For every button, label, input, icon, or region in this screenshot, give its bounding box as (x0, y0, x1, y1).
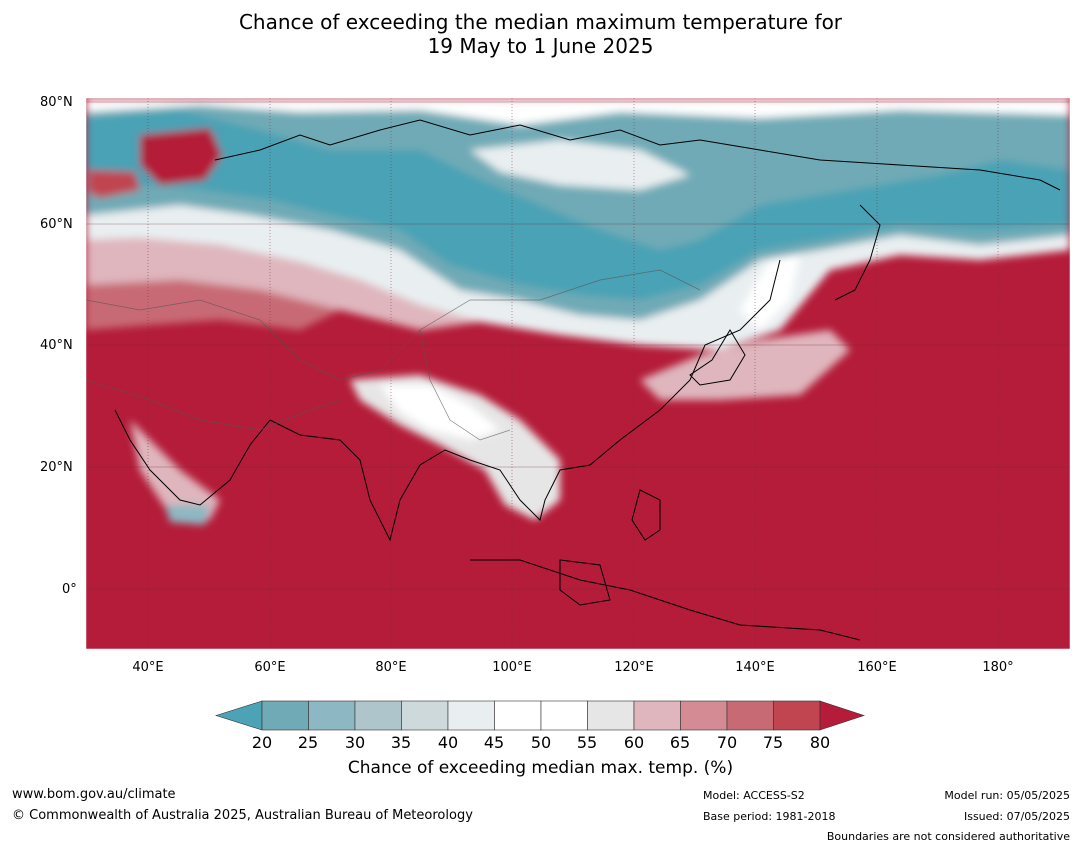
colorbar-segment (633, 700, 681, 731)
lon-label-180: 180° (982, 660, 1014, 675)
lat-label-60n: 60°N (40, 217, 73, 232)
colorbar-tick: 25 (297, 733, 319, 752)
footer-copyright: © Commonwealth of Australia 2025, Austra… (12, 808, 473, 823)
colorbar-tick: 65 (669, 733, 691, 752)
lat-label-40n: 40°N (40, 338, 73, 353)
lat-label-20n: 20°N (40, 460, 73, 475)
colorbar-segment (261, 700, 309, 731)
colorbar (215, 700, 865, 731)
colorbar-segment (401, 700, 449, 731)
lon-label-60e: 60°E (254, 660, 286, 675)
colorbar-segment (680, 700, 728, 731)
colorbar-tick: 70 (716, 733, 738, 752)
colorbar-segment (587, 700, 635, 731)
colorbar-segment (726, 700, 774, 731)
lon-label-100e: 100°E (492, 660, 532, 675)
lat-label-80n: 80°N (40, 95, 73, 110)
colorbar-tick: 20 (251, 733, 273, 752)
colorbar-tick: 75 (762, 733, 784, 752)
footer-model-run: Model run: 05/05/2025 (944, 789, 1070, 802)
colorbar-segment (447, 700, 495, 731)
lon-label-140e: 140°E (735, 660, 775, 675)
colorbar-label: Chance of exceeding median max. temp. (%… (347, 758, 734, 778)
footer-model: Model: ACCESS-S2 (703, 789, 805, 802)
footer-issued: Issued: 07/05/2025 (963, 810, 1070, 823)
colorbar-tick: 40 (437, 733, 459, 752)
lat-label-0: 0° (62, 582, 77, 597)
colorbar-tick: 45 (483, 733, 505, 752)
colorbar-tick: 55 (576, 733, 598, 752)
forecast-map (85, 97, 1071, 650)
lon-label-80e: 80°E (375, 660, 407, 675)
colorbar-extend-high (819, 700, 865, 731)
footer-url[interactable]: www.bom.gov.au/climate (12, 787, 176, 802)
lon-label-160e: 160°E (857, 660, 897, 675)
colorbar-tick: 60 (623, 733, 645, 752)
colorbar-tick: 30 (344, 733, 366, 752)
lon-label-120e: 120°E (614, 660, 654, 675)
colorbar-extend-low (215, 700, 263, 731)
colorbar-tick: 80 (809, 733, 831, 752)
colorbar-segment (354, 700, 402, 731)
colorbar-segment (540, 700, 588, 731)
map-fill-layer (86, 98, 1070, 649)
colorbar-segment (494, 700, 542, 731)
lon-label-40e: 40°E (132, 660, 164, 675)
footer-base-period: Base period: 1981-2018 (703, 810, 836, 823)
colorbar-tick: 50 (530, 733, 552, 752)
footer-disclaimer: Boundaries are not considered authoritat… (826, 830, 1070, 843)
colorbar-segment (773, 700, 821, 731)
map-title-line1: Chance of exceeding the median maximum t… (238, 10, 843, 34)
colorbar-tick: 35 (390, 733, 412, 752)
colorbar-segment (308, 700, 356, 731)
map-title-line2: 19 May to 1 June 2025 (427, 34, 654, 58)
